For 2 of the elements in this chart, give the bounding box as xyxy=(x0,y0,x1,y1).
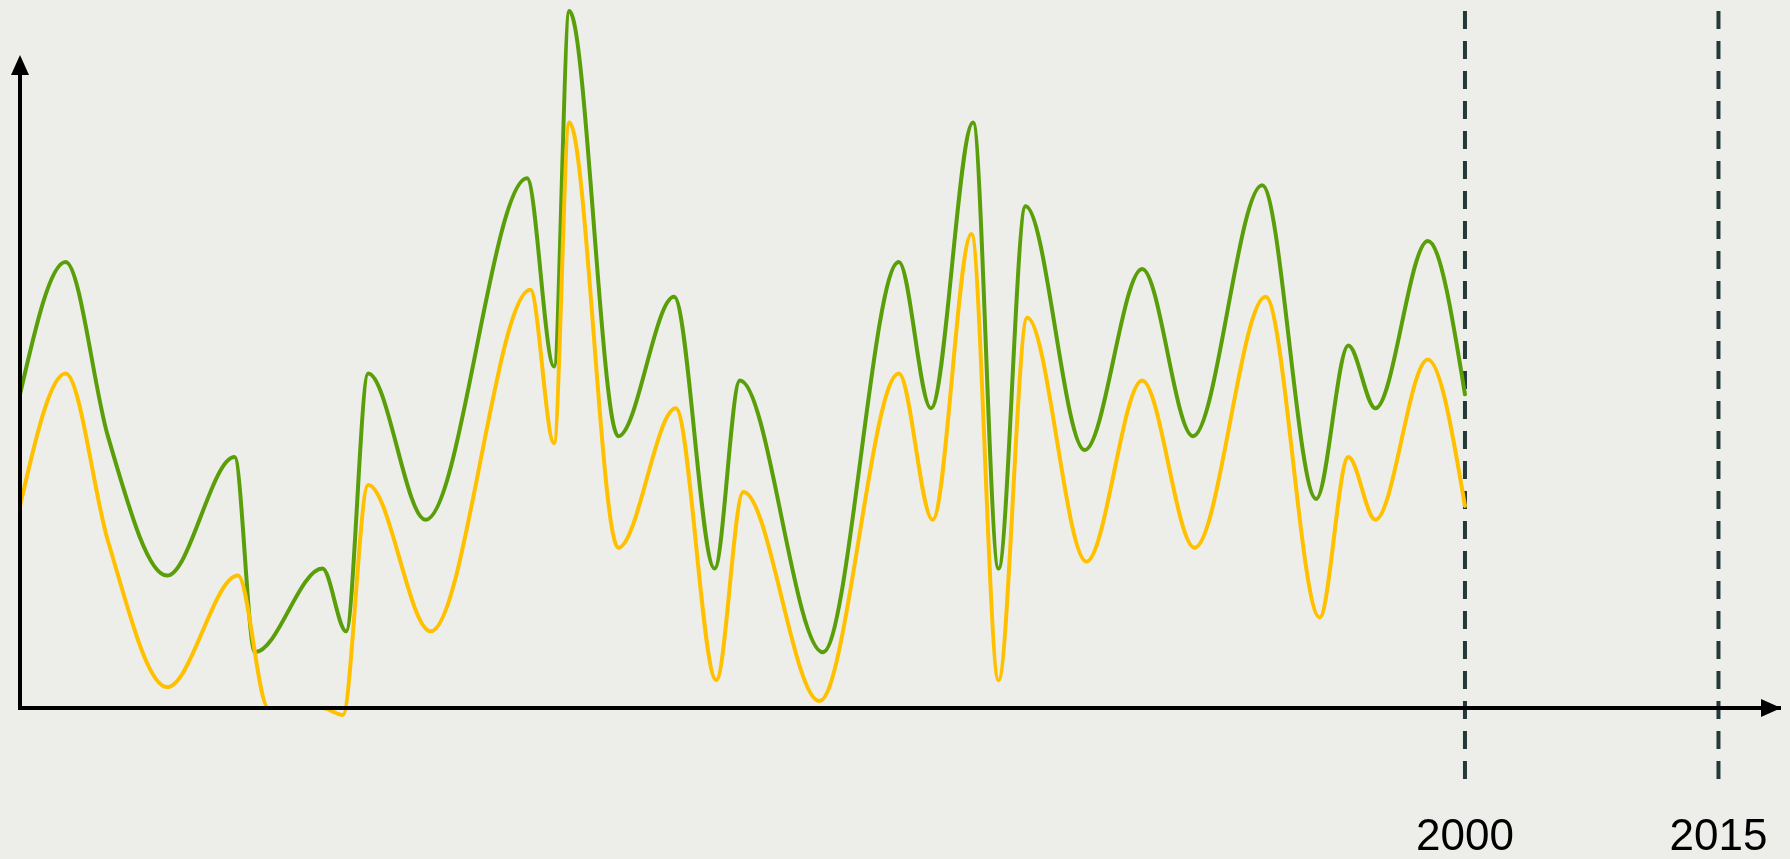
x-tick-label: 2015 xyxy=(1669,810,1768,859)
x-tick-label: 2000 xyxy=(1416,810,1514,859)
